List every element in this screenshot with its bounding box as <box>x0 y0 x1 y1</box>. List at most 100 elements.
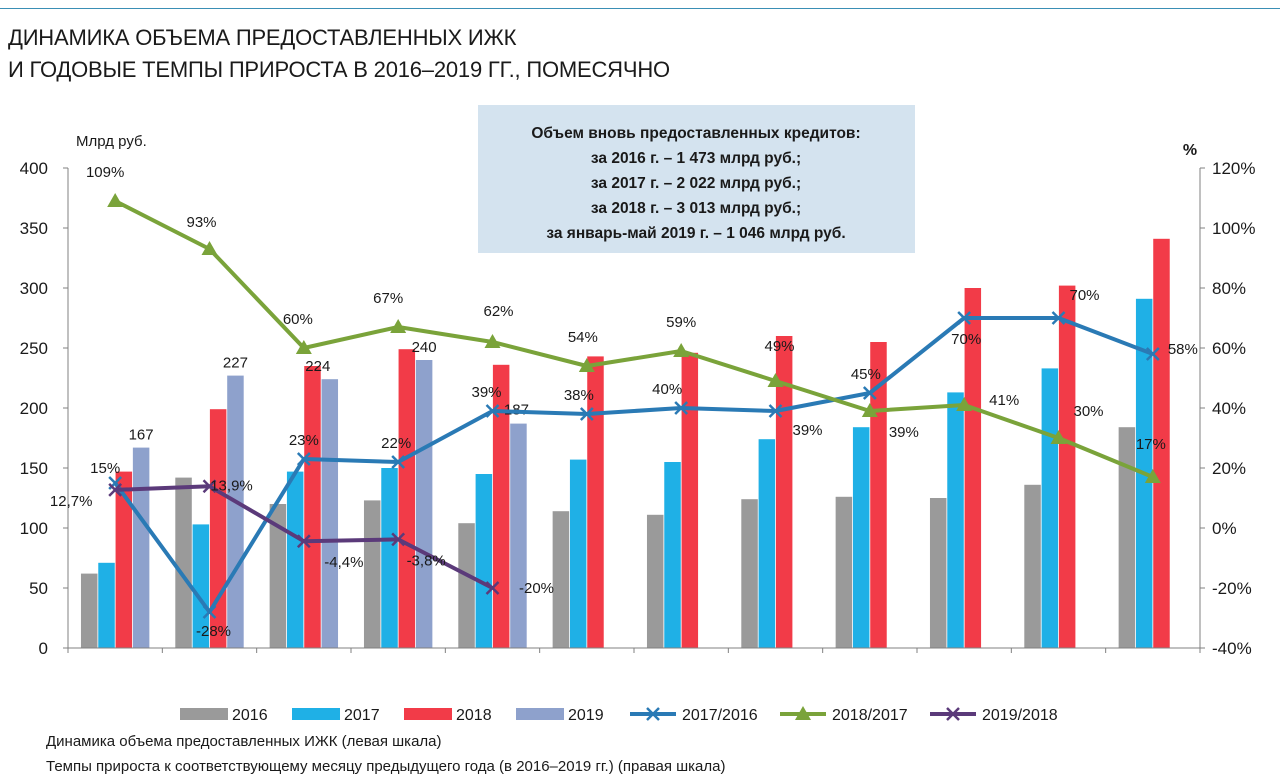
bar-2017 <box>569 459 587 648</box>
bar-2018 <box>304 366 321 648</box>
line-marker-2018/2017 <box>767 373 784 387</box>
bar-2016 <box>646 514 664 648</box>
bar-2018 <box>1058 285 1076 648</box>
line-label-2017/2016: 70% <box>951 331 981 348</box>
bar-2018 <box>492 364 510 648</box>
line-marker-2018/2017 <box>956 397 973 411</box>
line-marker-2017/2016 <box>768 404 783 418</box>
bar-value-label-2019: 227 <box>223 355 248 372</box>
legend-marker-2019/2018 <box>946 707 960 721</box>
bar-2016 <box>1118 427 1136 648</box>
line-marker-2017/2016 <box>1145 347 1160 361</box>
line-label-2017/2016: 58% <box>1168 341 1198 358</box>
right-axis-tick-label: -40% <box>1212 639 1252 658</box>
legend-swatch-2019 <box>516 708 564 720</box>
right-axis-tick-label: 120% <box>1212 159 1255 178</box>
line-label-2017/2016: 45% <box>851 366 881 383</box>
info-box <box>478 105 915 253</box>
right-axis-tick-label: 60% <box>1212 339 1246 358</box>
bar-2019 <box>227 375 244 648</box>
line-marker-2018/2017 <box>107 193 124 207</box>
legend-label-2017: 2017 <box>344 707 380 724</box>
bar-value-label-2019: 224 <box>305 358 330 375</box>
left-axis-tick-label: 100 <box>20 519 48 538</box>
line-marker-2017/2016 <box>202 605 217 619</box>
line-label-2017/2016: 39% <box>792 422 822 439</box>
right-axis-label: % <box>1183 142 1197 159</box>
legend-label-2018/2017: 2018/2017 <box>832 707 908 724</box>
line-label-2018/2017: 17% <box>1136 436 1166 453</box>
bar-2019 <box>132 447 150 648</box>
bar-2017 <box>664 462 681 648</box>
line-marker-2018/2017 <box>201 241 218 255</box>
line-marker-2019/2018 <box>296 534 311 549</box>
line-label-2019/2018: 12,7% <box>50 493 93 510</box>
bar-2017 <box>758 439 776 648</box>
bar-2018 <box>681 352 699 648</box>
line-label-2017/2016: 38% <box>564 387 594 404</box>
line-label-2017/2016: 15% <box>90 460 120 477</box>
line-label-2017/2016: 23% <box>289 432 319 449</box>
bar-2017 <box>947 392 964 648</box>
bar-2017 <box>1041 368 1059 648</box>
bar-2019 <box>415 360 433 648</box>
legend-label-2017/2016: 2017/2016 <box>682 707 758 724</box>
line-label-2017/2016: 70% <box>1069 287 1099 304</box>
bar-2016 <box>363 500 381 648</box>
left-axis-tick-label: 200 <box>20 399 48 418</box>
bar-2016 <box>80 573 98 648</box>
footnote-left-scale: Динамика объема предоставленных ИЖК (лев… <box>46 733 442 750</box>
bar-2017 <box>475 474 493 648</box>
line-marker-2018/2017 <box>390 319 407 333</box>
line-label-2018/2017: 59% <box>666 314 696 331</box>
line-marker-2018/2017 <box>861 403 878 417</box>
top-rule <box>0 8 1280 9</box>
bar-2018 <box>964 288 982 648</box>
legend-label-2016: 2016 <box>232 707 268 724</box>
line-label-2019/2018: -4,4% <box>324 554 363 571</box>
bar-2017 <box>98 562 115 648</box>
bar-2016 <box>175 477 192 648</box>
line-label-2017/2016: 39% <box>471 384 501 401</box>
right-axis-tick-label: 0% <box>1212 519 1237 538</box>
line-marker-2018/2017 <box>295 340 312 354</box>
line-marker-2017/2016 <box>957 311 972 325</box>
line-marker-2019/2018 <box>485 581 500 595</box>
line-label-2018/2017: 93% <box>186 214 216 231</box>
line-marker-2018/2017 <box>1144 469 1161 483</box>
legend-marker-2018/2017 <box>795 706 811 720</box>
line-label-2018/2017: 60% <box>283 311 313 328</box>
line-marker-2018/2017 <box>1050 430 1067 444</box>
left-axis-tick-label: 300 <box>20 279 48 298</box>
title-line-2: И ГОДОВЫЕ ТЕМПЫ ПРИРОСТА В 2016–2019 ГГ.… <box>8 57 670 82</box>
bar-2016 <box>929 498 947 648</box>
bar-2018 <box>870 342 887 648</box>
left-axis-tick-label: 250 <box>20 339 48 358</box>
bar-2016 <box>458 523 475 648</box>
right-axis-tick-label: -20% <box>1212 579 1252 598</box>
legend-label-2019: 2019 <box>568 707 604 724</box>
bar-2017 <box>381 468 398 648</box>
info-box-line: за январь-май 2019 г. – 1 046 млрд руб. <box>546 225 845 242</box>
bar-2018 <box>1153 238 1170 649</box>
line-label-2017/2016: -28% <box>196 623 231 640</box>
left-axis-label: Млрд руб. <box>76 133 147 150</box>
info-box-line: Объем вновь предоставленных кредитов: <box>531 125 860 142</box>
info-box-line: за 2017 г. – 2 022 млрд руб.; <box>591 175 801 192</box>
right-axis-tick-label: 40% <box>1212 399 1246 418</box>
legend-label-2018: 2018 <box>456 707 492 724</box>
line-marker-2017/2016 <box>862 386 877 400</box>
info-box-line: за 2016 г. – 1 473 млрд руб.; <box>591 150 801 167</box>
bar-2016 <box>1024 484 1041 648</box>
bar-2017 <box>852 427 870 648</box>
line-label-2018/2017: 62% <box>483 303 513 320</box>
bar-2018 <box>587 356 604 648</box>
line-label-2018/2017: 49% <box>764 338 794 355</box>
bar-value-label-2019: 167 <box>129 427 154 444</box>
line-label-2018/2017: 30% <box>1073 403 1103 420</box>
line-label-2018/2017: 67% <box>373 290 403 307</box>
line-marker-2017/2016 <box>391 455 406 469</box>
line-series-2017/2016 <box>113 316 1154 614</box>
line-marker-2018/2017 <box>673 343 690 357</box>
